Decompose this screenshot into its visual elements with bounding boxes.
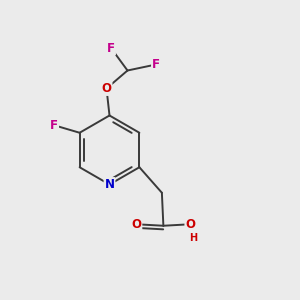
Text: O: O (101, 82, 112, 95)
Text: F: F (50, 119, 58, 132)
Text: F: F (152, 58, 160, 71)
Text: O: O (131, 218, 141, 231)
Text: O: O (185, 218, 195, 231)
Text: N: N (104, 178, 115, 191)
Text: F: F (107, 41, 115, 55)
Text: H: H (189, 233, 197, 243)
